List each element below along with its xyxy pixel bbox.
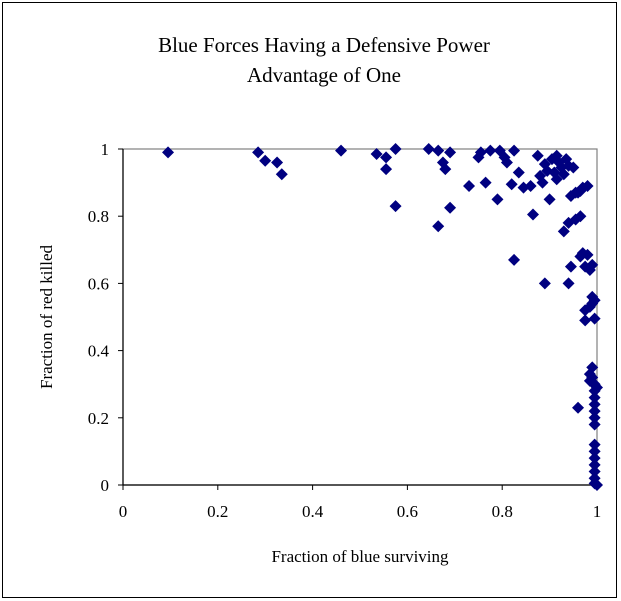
data-point bbox=[444, 146, 457, 159]
data-point bbox=[432, 220, 445, 233]
data-point bbox=[389, 143, 402, 155]
x-tick-label: 0.8 bbox=[492, 502, 513, 521]
y-tick-label: 1 bbox=[101, 140, 110, 159]
data-point bbox=[432, 144, 445, 157]
data-point bbox=[380, 151, 393, 164]
data-point bbox=[252, 146, 265, 159]
data-point bbox=[591, 381, 603, 394]
data-point bbox=[572, 401, 585, 414]
data-point bbox=[508, 144, 521, 157]
data-point bbox=[588, 465, 601, 478]
data-point bbox=[484, 144, 497, 157]
data-point bbox=[463, 179, 476, 192]
y-tick-label: 0.4 bbox=[88, 342, 110, 361]
data-point bbox=[581, 179, 594, 192]
data-point bbox=[524, 179, 537, 192]
data-point bbox=[588, 418, 601, 431]
data-point bbox=[588, 391, 601, 404]
data-point bbox=[500, 156, 513, 169]
data-point bbox=[588, 452, 601, 465]
x-tick-label: 0.2 bbox=[207, 502, 228, 521]
y-tick-label: 0 bbox=[101, 476, 110, 495]
data-point bbox=[162, 146, 175, 159]
data-point bbox=[508, 253, 521, 266]
data-points bbox=[162, 143, 603, 491]
data-point bbox=[538, 277, 551, 290]
data-point bbox=[271, 156, 284, 169]
x-axis-ticks: 0 0.2 0.4 0.6 0.8 1 bbox=[119, 485, 602, 521]
y-axis-ticks: 0 0.2 0.4 0.6 0.8 1 bbox=[88, 140, 123, 495]
x-tick-label: 0.6 bbox=[397, 502, 418, 521]
data-point bbox=[259, 154, 272, 167]
data-point bbox=[512, 166, 525, 179]
chart-title-line-1: Blue Forces Having a Defensive Power bbox=[158, 33, 490, 57]
data-point bbox=[581, 248, 594, 261]
data-point bbox=[444, 201, 457, 214]
chart-title-line-2: Advantage of One bbox=[247, 63, 401, 87]
data-point bbox=[527, 208, 540, 221]
data-point bbox=[335, 144, 348, 157]
data-point bbox=[531, 149, 544, 162]
data-point bbox=[380, 163, 393, 176]
data-point bbox=[543, 193, 556, 206]
data-point bbox=[574, 210, 587, 223]
data-point bbox=[588, 411, 601, 424]
data-point bbox=[588, 294, 601, 307]
x-tick-label: 1 bbox=[593, 502, 602, 521]
data-point bbox=[562, 277, 575, 290]
data-point bbox=[550, 173, 563, 186]
data-point bbox=[536, 176, 549, 189]
data-point bbox=[505, 178, 518, 191]
data-point bbox=[439, 163, 452, 176]
data-point bbox=[588, 438, 601, 451]
y-tick-label: 0.6 bbox=[88, 274, 109, 293]
data-point bbox=[586, 258, 599, 271]
data-point bbox=[591, 479, 603, 491]
data-point bbox=[567, 161, 580, 174]
data-point bbox=[564, 260, 577, 273]
data-point bbox=[389, 200, 402, 213]
data-point bbox=[491, 193, 504, 206]
data-point bbox=[588, 312, 601, 325]
data-point bbox=[579, 314, 592, 327]
data-point bbox=[588, 405, 601, 418]
y-axis-label: Fraction of red killed bbox=[37, 245, 56, 389]
data-point bbox=[588, 398, 601, 411]
data-point bbox=[588, 445, 601, 458]
x-axis-label: Fraction of blue surviving bbox=[271, 547, 449, 566]
plot-area bbox=[122, 148, 598, 486]
data-point bbox=[588, 458, 601, 471]
data-point bbox=[474, 146, 487, 159]
x-tick-label: 0.4 bbox=[302, 502, 324, 521]
y-tick-label: 0.8 bbox=[88, 207, 109, 226]
x-tick-label: 0 bbox=[119, 502, 128, 521]
data-point bbox=[586, 361, 599, 374]
data-point bbox=[370, 148, 383, 161]
data-point bbox=[275, 168, 288, 181]
data-point bbox=[479, 176, 492, 189]
data-point bbox=[422, 143, 435, 155]
data-point bbox=[557, 225, 570, 238]
y-tick-label: 0.2 bbox=[88, 409, 109, 428]
data-point bbox=[557, 168, 570, 181]
